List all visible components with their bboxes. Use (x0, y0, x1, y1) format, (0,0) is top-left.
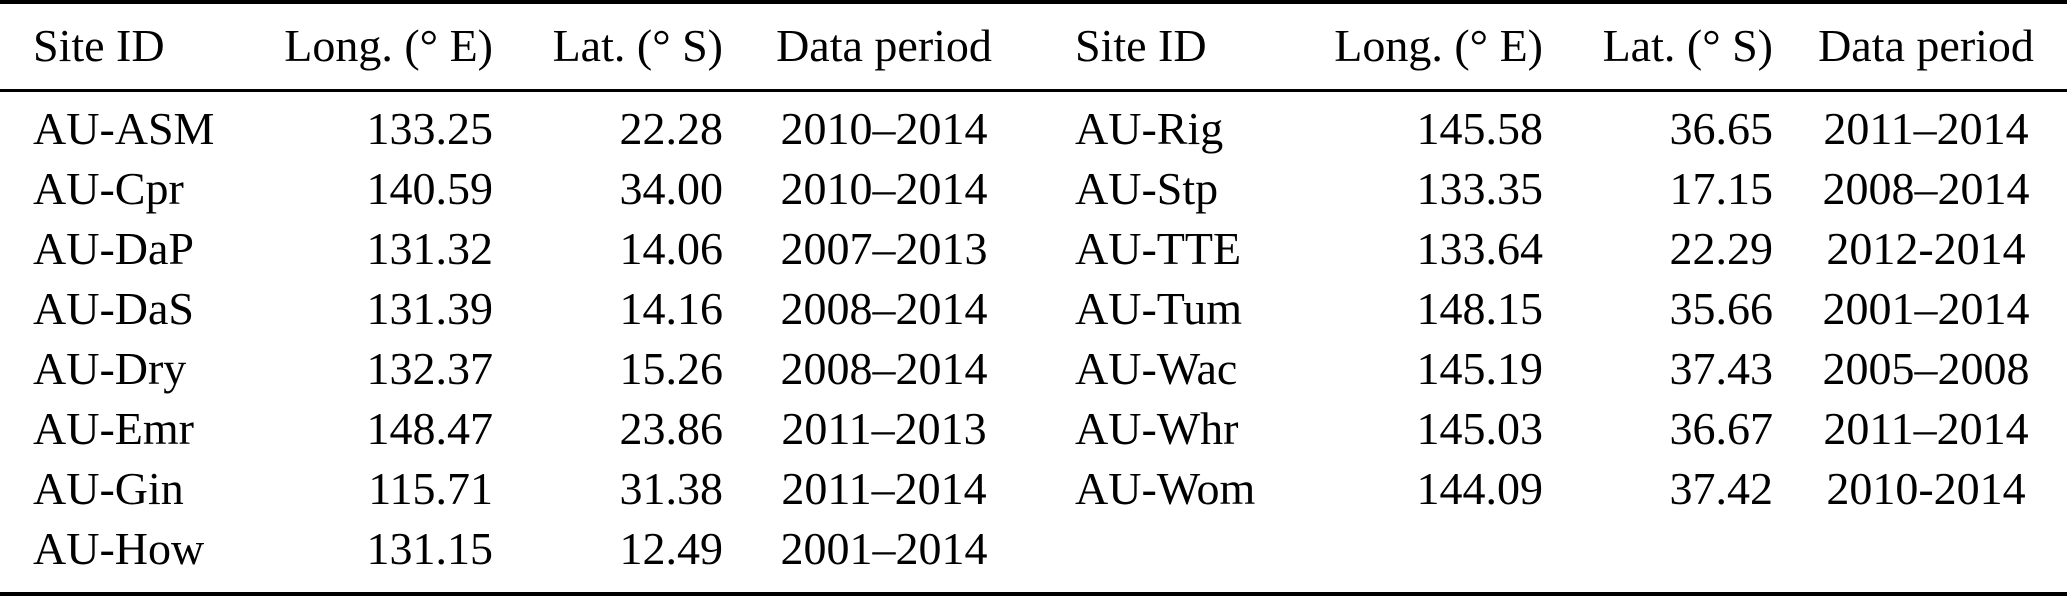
site-id-cell: AU-Wom (1075, 462, 1256, 514)
latitude-cell: 15.26 (619, 342, 724, 394)
table-row: AU-Cpr 140.59 34.00 2010–2014 AU-Stp 133… (0, 159, 2067, 219)
table-row: AU-DaP 131.32 14.06 2007–2013 AU-TTE 133… (0, 219, 2067, 279)
data-period-cell: 2012-2014 (1826, 222, 2026, 274)
data-period-cell: 2008–2014 (1822, 162, 2030, 214)
table-row: AU-DaS 131.39 14.16 2008–2014 AU-Tum 148… (0, 279, 2067, 339)
header-site-id-left: Site ID (0, 2, 255, 92)
data-period-cell: 2011–2014 (781, 462, 987, 514)
header-latitude-left: Lat. (° S) (505, 2, 735, 92)
empty-cell (1785, 519, 2067, 594)
latitude-cell: 17.15 (1669, 162, 1774, 214)
latitude-cell: 34.00 (619, 162, 724, 214)
longitude-cell: 131.32 (366, 222, 494, 274)
latitude-cell: 31.38 (619, 462, 724, 514)
latitude-cell: 14.16 (619, 282, 724, 334)
longitude-cell: 133.64 (1416, 222, 1544, 274)
header-data-period-left: Data period (735, 2, 1033, 92)
header-site-id-right: Site ID (1033, 2, 1295, 92)
site-id-cell: AU-Stp (1075, 162, 1219, 214)
site-id-cell: AU-Rig (1075, 102, 1224, 154)
empty-cell (1555, 519, 1785, 594)
data-period-cell: 2001–2014 (780, 522, 988, 574)
table-row: AU-Gin 115.71 31.38 2011–2014 AU-Wom 144… (0, 459, 2067, 519)
site-id-cell: AU-DaP (33, 222, 194, 274)
latitude-cell: 36.65 (1669, 102, 1774, 154)
site-id-cell: AU-TTE (1075, 222, 1242, 274)
site-id-cell: AU-Gin (33, 462, 184, 514)
latitude-cell: 36.67 (1669, 402, 1774, 454)
data-period-cell: 2010–2014 (780, 162, 988, 214)
longitude-cell: 115.71 (368, 462, 493, 514)
empty-cell (1295, 519, 1555, 594)
latitude-cell: 37.42 (1669, 462, 1774, 514)
site-id-cell: AU-DaS (33, 282, 194, 334)
longitude-cell: 131.15 (366, 522, 494, 574)
data-period-cell: 2010–2014 (780, 102, 988, 154)
header-longitude-right: Long. (° E) (1295, 2, 1555, 92)
site-id-cell: AU-Dry (33, 342, 187, 394)
longitude-cell: 148.47 (366, 402, 494, 454)
data-period-cell: 2010-2014 (1826, 462, 2026, 514)
site-id-cell: AU-Emr (33, 402, 194, 454)
data-period-cell: 2008–2014 (780, 342, 988, 394)
longitude-cell: 132.37 (366, 342, 494, 394)
site-id-cell: AU-How (33, 522, 205, 574)
data-period-cell: 2001–2014 (1822, 282, 2030, 334)
longitude-cell: 144.09 (1416, 462, 1544, 514)
longitude-cell: 145.58 (1416, 102, 1544, 154)
data-period-cell: 2008–2014 (780, 282, 988, 334)
latitude-cell: 22.28 (619, 102, 724, 154)
data-period-cell: 2007–2013 (780, 222, 988, 274)
longitude-cell: 145.19 (1416, 342, 1544, 394)
data-period-cell: 2011–2014 (1823, 102, 2029, 154)
longitude-cell: 145.03 (1416, 402, 1544, 454)
table-row: AU-Dry 132.37 15.26 2008–2014 AU-Wac 145… (0, 339, 2067, 399)
latitude-cell: 37.43 (1669, 342, 1774, 394)
data-period-cell: 2011–2013 (781, 402, 987, 454)
latitude-cell: 35.66 (1669, 282, 1774, 334)
latitude-cell: 22.29 (1669, 222, 1774, 274)
data-period-cell: 2005–2008 (1822, 342, 2030, 394)
site-id-cell: AU-ASM (33, 102, 215, 154)
table-row: AU-How 131.15 12.49 2001–2014 (0, 519, 2067, 594)
site-id-cell: AU-Cpr (33, 162, 184, 214)
latitude-cell: 12.49 (619, 522, 724, 574)
longitude-cell: 140.59 (366, 162, 494, 214)
longitude-cell: 133.25 (366, 102, 494, 154)
site-id-cell: AU-Tum (1075, 282, 1243, 334)
header-longitude-left: Long. (° E) (255, 2, 505, 92)
empty-cell (1033, 519, 1295, 594)
site-id-cell: AU-Whr (1075, 402, 1239, 454)
data-period-cell: 2011–2014 (1823, 402, 2029, 454)
latitude-cell: 14.06 (619, 222, 724, 274)
table-row: AU-Emr 148.47 23.86 2011–2013 AU-Whr 145… (0, 399, 2067, 459)
header-latitude-right: Lat. (° S) (1555, 2, 1785, 92)
header-row: Site ID Long. (° E) Lat. (° S) Data peri… (0, 2, 2067, 92)
longitude-cell: 148.15 (1416, 282, 1544, 334)
header-data-period-right: Data period (1785, 2, 2067, 92)
longitude-cell: 131.39 (366, 282, 494, 334)
table-row: AU-ASM 133.25 22.28 2010–2014 AU-Rig 145… (0, 91, 2067, 160)
longitude-cell: 133.35 (1416, 162, 1544, 214)
site-id-cell: AU-Wac (1075, 342, 1238, 394)
latitude-cell: 23.86 (619, 402, 724, 454)
